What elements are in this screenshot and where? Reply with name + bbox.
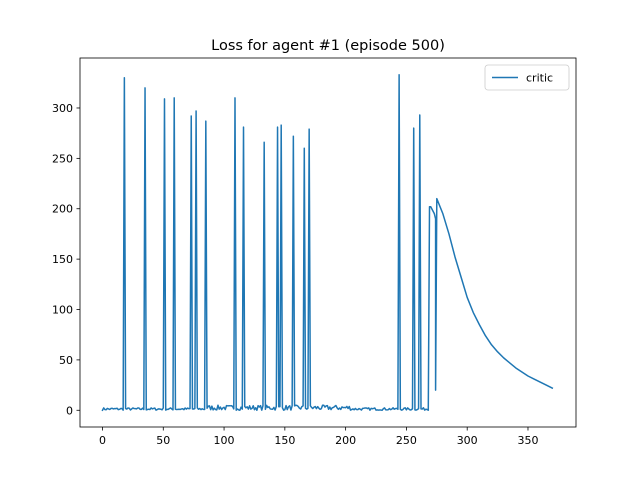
legend-label-critic: critic — [526, 72, 553, 85]
chart-title: Loss for agent #1 (episode 500) — [211, 38, 445, 54]
series-line-critic — [101, 73, 554, 412]
axes: 0 50 100 150 200 250 300 350 0 50 100 150 200 250 300 — [52, 57, 577, 447]
plot-area — [101, 73, 554, 412]
y-tick-label: 50 — [59, 354, 73, 367]
axes-frame — [79, 57, 577, 428]
x-tick-label: 150 — [274, 434, 295, 447]
legend: critic — [484, 64, 570, 91]
x-tick-label: 350 — [517, 434, 538, 447]
y-tick-label: 100 — [52, 304, 73, 317]
x-tick-label: 0 — [99, 434, 106, 447]
y-tick-label: 0 — [66, 404, 73, 417]
y-tick-label: 150 — [52, 253, 73, 266]
y-tick-label: 250 — [52, 152, 73, 165]
y-tick-label: 200 — [52, 203, 73, 216]
y-tick-label: 300 — [52, 102, 73, 115]
x-tick-label: 200 — [335, 434, 356, 447]
x-tick-label: 100 — [214, 434, 235, 447]
x-tick-label: 300 — [457, 434, 478, 447]
legend-box — [484, 64, 570, 91]
x-tick-label: 250 — [396, 434, 417, 447]
x-tick-label: 50 — [156, 434, 170, 447]
